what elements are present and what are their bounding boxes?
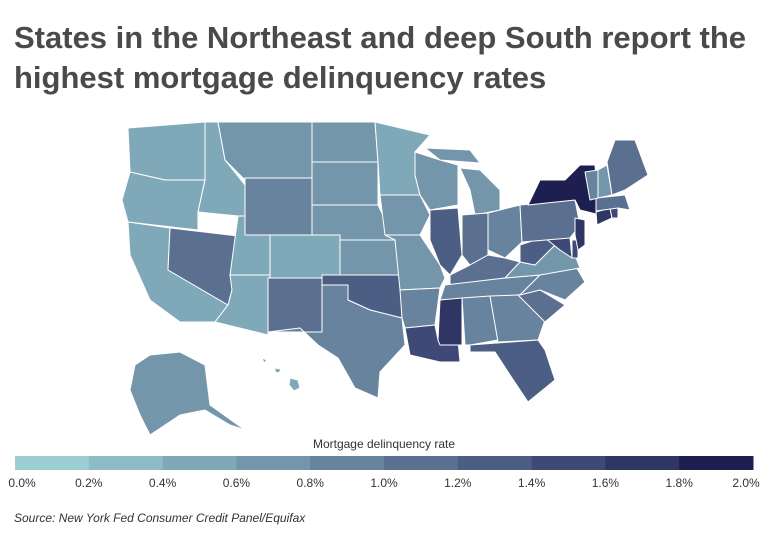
state bbox=[609, 207, 619, 219]
state bbox=[469, 339, 556, 403]
chart-title: States in the Northeast and deep South r… bbox=[14, 20, 746, 55]
legend-tick-label: 1.8% bbox=[666, 476, 694, 490]
state bbox=[127, 121, 206, 181]
state bbox=[311, 161, 379, 206]
legend-tick-label: 1.6% bbox=[592, 476, 620, 490]
legend-tick-label: 0.2% bbox=[75, 476, 103, 490]
state bbox=[311, 121, 379, 163]
state bbox=[606, 139, 649, 196]
legend-tick-label: 1.0% bbox=[370, 476, 398, 490]
legend-swatch bbox=[457, 456, 533, 470]
state bbox=[437, 297, 463, 346]
legend-tick-label: 1.2% bbox=[444, 476, 472, 490]
legend-swatch bbox=[88, 456, 164, 470]
state bbox=[574, 217, 586, 251]
legend-swatch bbox=[679, 456, 754, 470]
legend-tick-label: 1.4% bbox=[518, 476, 546, 490]
legend-swatch bbox=[15, 456, 90, 470]
state bbox=[379, 194, 431, 236]
state bbox=[595, 194, 631, 212]
chart-title: highest mortgage delinquency rates bbox=[14, 60, 546, 95]
state bbox=[121, 171, 206, 231]
state bbox=[267, 277, 323, 333]
legend-tick-label: 0.8% bbox=[297, 476, 325, 490]
state bbox=[404, 324, 461, 363]
legend-tick-label: 0.0% bbox=[8, 476, 36, 490]
legend-swatch bbox=[605, 456, 680, 470]
legend-tick-label: 0.4% bbox=[149, 476, 177, 490]
state bbox=[339, 239, 401, 276]
legend-swatch bbox=[162, 456, 237, 470]
state bbox=[489, 294, 546, 343]
state bbox=[267, 284, 406, 399]
source: Source: New York Fed Consumer Credit Pan… bbox=[14, 511, 306, 525]
state bbox=[261, 357, 301, 392]
state bbox=[414, 151, 459, 211]
legend-title: Mortgage delinquency rate bbox=[313, 437, 455, 451]
state bbox=[399, 287, 441, 329]
state bbox=[269, 234, 341, 279]
legend-swatch bbox=[310, 456, 385, 470]
legend-swatch bbox=[236, 456, 311, 470]
legend-swatch bbox=[531, 456, 606, 470]
state bbox=[519, 199, 581, 243]
state bbox=[244, 177, 313, 236]
legend-swatch bbox=[384, 456, 459, 470]
state bbox=[129, 351, 246, 436]
legend-tick-label: 0.6% bbox=[223, 476, 251, 490]
state bbox=[461, 295, 499, 346]
state bbox=[487, 204, 523, 259]
legend-tick-label: 2.0% bbox=[732, 476, 760, 490]
state bbox=[384, 234, 446, 291]
